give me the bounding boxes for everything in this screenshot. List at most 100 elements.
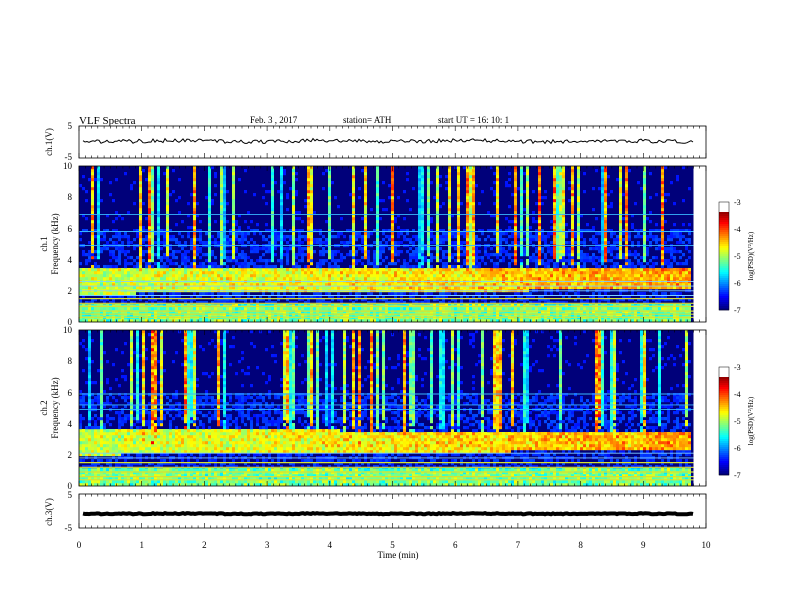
spectrogram-cell (394, 286, 397, 290)
spectrogram-cell (451, 286, 454, 290)
spectrogram-cell (100, 271, 103, 275)
spectrogram-cell (445, 175, 448, 179)
date-label: Feb. 3 , 2017 (250, 115, 298, 125)
spectrogram-cell (193, 220, 196, 224)
spectrogram-cell (307, 301, 310, 305)
spectrogram-cell (169, 277, 172, 281)
spectrogram-cell (226, 220, 229, 224)
spectrogram-cell (358, 283, 361, 287)
spectrogram-cell (163, 277, 166, 281)
spectrogram-cell (514, 301, 517, 305)
spectrogram-cell (295, 277, 298, 281)
spectrogram-cell (280, 223, 283, 227)
spectrogram-cell (157, 229, 160, 233)
spectrogram-cell (151, 253, 154, 257)
spectrogram-cell (166, 271, 169, 275)
spectrogram-cell (529, 256, 532, 260)
spectrogram-cell (418, 226, 421, 230)
spectrogram-cell (244, 307, 247, 311)
spectrogram-cell (559, 187, 562, 191)
spectrogram-cell (535, 235, 538, 239)
spectrogram-cell (91, 214, 94, 218)
spectrogram-cell (547, 250, 550, 254)
spectrogram-cell (511, 232, 514, 236)
spectrogram-cell (376, 214, 379, 218)
spectrogram-cell (274, 277, 277, 281)
spectrogram-cell (391, 259, 394, 263)
spectrogram-cell (238, 256, 241, 260)
spectrogram-cell (475, 283, 478, 287)
spectrogram-cell (508, 253, 511, 257)
spectrogram-cell (457, 286, 460, 290)
spectrogram-cell (367, 304, 370, 308)
spectrogram-cell (532, 253, 535, 257)
spectrogram-cell (328, 241, 331, 245)
spectrogram-cell (163, 262, 166, 266)
spectrogram-cell (91, 277, 94, 281)
spectrogram-cell (481, 283, 484, 287)
spectrogram-cell (232, 277, 235, 281)
spectrogram-cell (394, 301, 397, 305)
spectrogram-cell (88, 259, 91, 263)
spectrogram-cell (166, 226, 169, 230)
spectrogram-cell (562, 202, 565, 206)
spectrogram-cell (235, 250, 238, 254)
spectrogram-cell (430, 181, 433, 185)
spectrogram-cell (139, 208, 142, 212)
spectrogram-cell (562, 229, 565, 233)
spectrogram-cell (484, 274, 487, 278)
spectrogram-cell (196, 250, 199, 254)
spectrogram-cell (535, 238, 538, 242)
spectrogram-cell (220, 190, 223, 194)
spectrogram-cell (325, 286, 328, 290)
spectrogram-cell (118, 292, 121, 296)
spectrogram-cell (517, 268, 520, 272)
spectrogram-cell (193, 184, 196, 188)
spectrogram-cell (223, 253, 226, 257)
spectrogram-cell (163, 253, 166, 257)
spectrogram-cell (163, 298, 166, 302)
spectrogram-cell (292, 268, 295, 272)
spectrogram-cell (517, 304, 520, 308)
spectrogram-cell (472, 223, 475, 227)
spectrogram-cell (457, 229, 460, 233)
spectrogram-cell (208, 229, 211, 233)
spectrogram-cell (538, 274, 541, 278)
spectrogram-cell (397, 301, 400, 305)
spectrogram-cell (301, 229, 304, 233)
spectrogram-cell (169, 274, 172, 278)
spectrogram-cell (520, 295, 523, 299)
spectrogram-cell (307, 274, 310, 278)
spectrogram-cell (259, 268, 262, 272)
spectrogram-cell (310, 286, 313, 290)
spectrogram-cell (559, 175, 562, 179)
spectrogram-cell (514, 193, 517, 197)
spectrogram-cell (352, 256, 355, 260)
spectrogram-cell (346, 253, 349, 257)
spectrogram-cell (469, 217, 472, 221)
spectrogram-cell (418, 181, 421, 185)
spectrogram-cell (298, 274, 301, 278)
spectrogram-cell (538, 193, 541, 197)
spectrogram-cell (553, 256, 556, 260)
spectrogram-cell (109, 283, 112, 287)
spectrogram-cell (544, 238, 547, 242)
spectrogram-cell (394, 247, 397, 251)
spectrogram-cell (280, 205, 283, 209)
spectrogram-cell (352, 196, 355, 200)
spectrogram-cell (316, 268, 319, 272)
spectrogram-cell (406, 304, 409, 308)
spectrogram-cell (418, 241, 421, 245)
spectrogram-cell (193, 175, 196, 179)
spectrogram-cell (139, 298, 142, 302)
spectrogram-cell (340, 286, 343, 290)
spectrogram-cell (496, 235, 499, 239)
spectrogram-cell (148, 223, 151, 227)
spectrogram-cell (307, 190, 310, 194)
spectrogram-cell (406, 262, 409, 266)
spectrogram-cell (382, 277, 385, 281)
spectrogram-cell (244, 253, 247, 257)
spectrogram-cell (91, 166, 94, 170)
spectrogram-cell (490, 286, 493, 290)
spectrogram-cell (310, 166, 313, 170)
